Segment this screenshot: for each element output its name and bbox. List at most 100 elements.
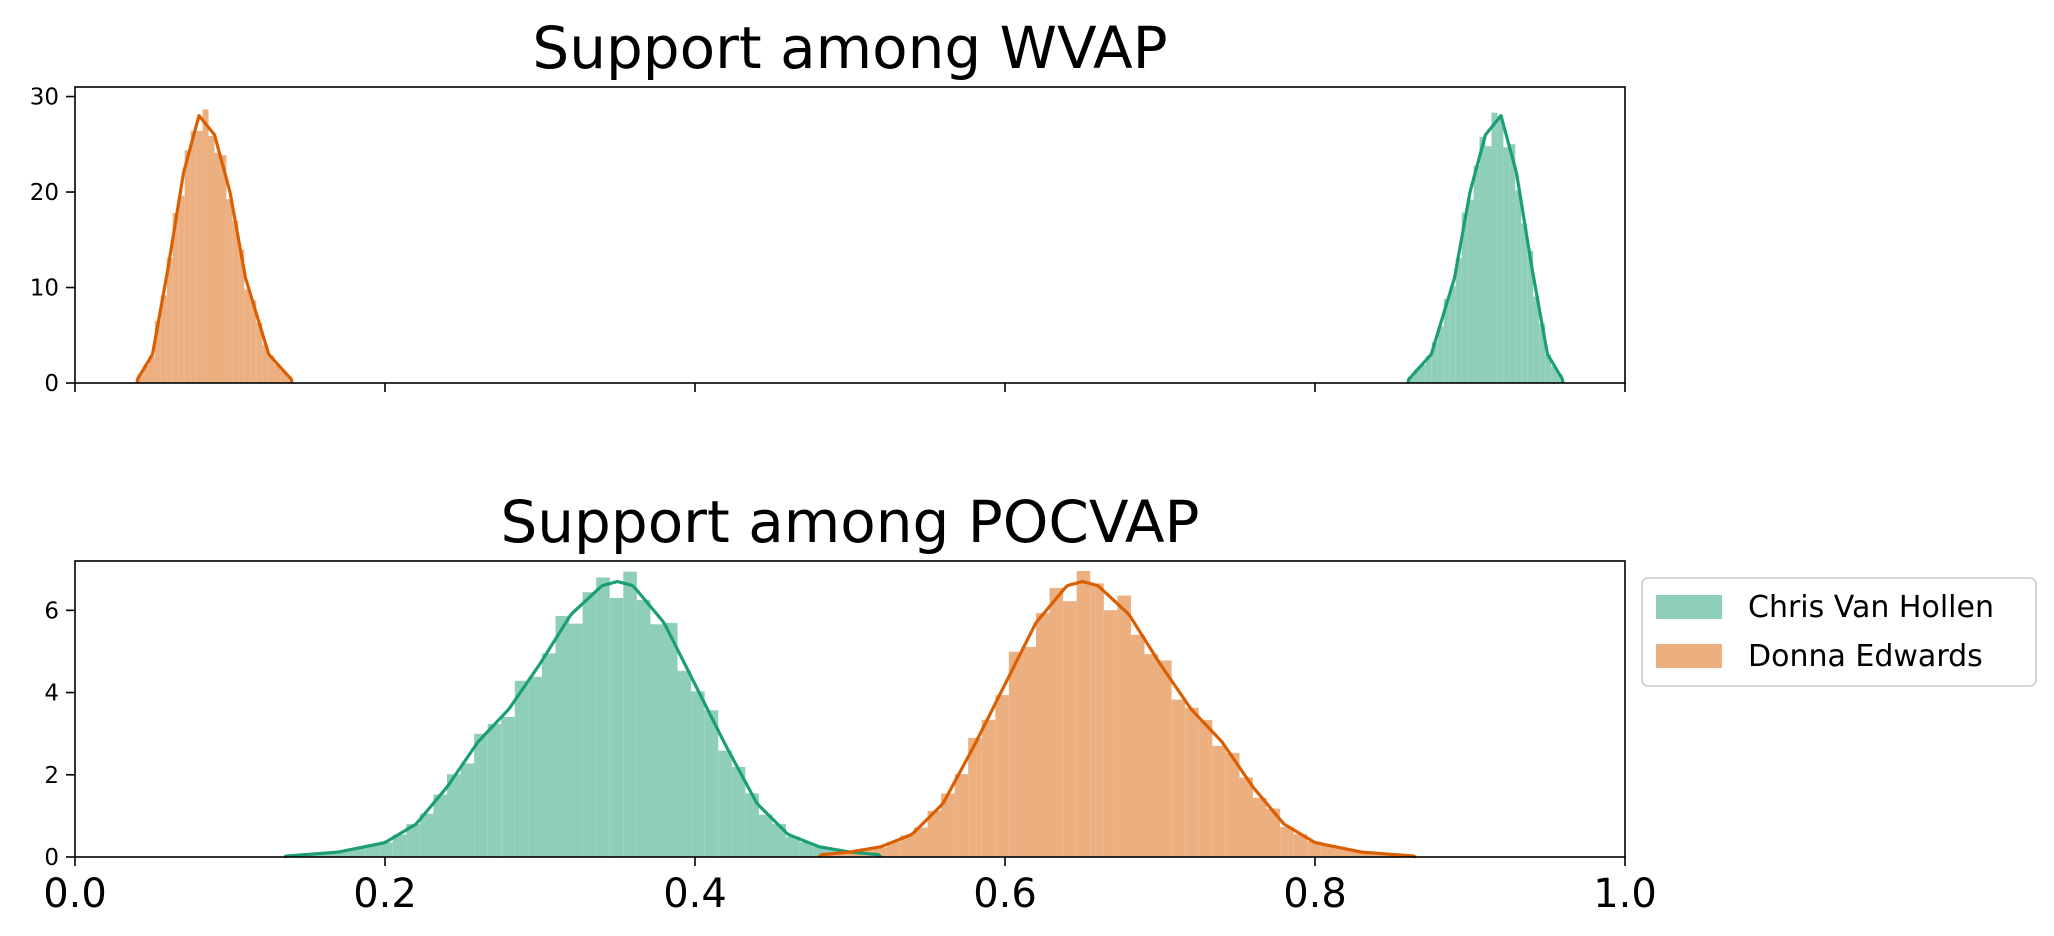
hist-bar-donna-edwards [172,213,179,383]
hist-bar-donna-edwards [190,131,197,383]
hist-bar-donna-edwards [1144,654,1159,857]
y-tick-label: 0 [44,845,59,871]
hist-bar-chris-van-hollen [1485,146,1492,383]
legend-swatch-edwards [1656,644,1722,668]
hist-bar-donna-edwards [1225,752,1240,857]
hist-bar-donna-edwards [232,220,239,383]
y-tick-label: 20 [30,180,59,206]
hist-bar-donna-edwards [981,719,996,857]
hist-bar-donna-edwards [913,827,928,857]
hist-bar-chris-van-hollen [1443,298,1450,383]
hist-bar-chris-van-hollen [1461,212,1468,383]
hist-bar-chris-van-hollen [406,824,420,857]
hist-bar-chris-van-hollen [731,766,746,857]
hist-bar-donna-edwards [220,155,227,383]
y-ticks-pocvap: 0 2 4 6 [44,598,75,871]
hist-bar-chris-van-hollen [1545,354,1552,383]
hist-bar-donna-edwards [1049,587,1064,857]
hist-bar-chris-van-hollen [718,750,732,857]
y-tick-label: 30 [30,85,59,111]
hist-bar-donna-edwards [166,257,173,383]
hist-bar-chris-van-hollen [1539,323,1546,383]
hist-bar-chris-van-hollen [799,842,814,857]
hist-bar-chris-van-hollen [487,723,502,857]
hist-bar-donna-edwards [1307,841,1321,857]
hist-bar-donna-edwards [1171,699,1186,857]
hist-bar-chris-van-hollen [1551,366,1558,383]
hist-bar-chris-van-hollen [1515,190,1522,383]
y-tick-label: 0 [44,371,59,397]
hist-bar-chris-van-hollen [1425,356,1432,383]
kde-line-chris-van-hollen [283,579,883,859]
x-tick-label: 1.0 [1593,871,1657,917]
hist-bar-donna-edwards [202,109,209,384]
hist-bar-donna-edwards [832,853,847,857]
legend-label-edwards: Donna Edwards [1748,639,1983,674]
hist-bar-donna-edwards [244,289,251,383]
hist-bar-donna-edwards [148,356,155,383]
hist-bar-chris-van-hollen [1491,112,1498,384]
y-ticks-wvap: 0 10 20 30 [30,85,75,397]
hist-bar-donna-edwards [280,370,287,383]
hist-bar-chris-van-hollen [1413,369,1420,383]
hist-bar-donna-edwards [1266,808,1281,857]
hist-bar-donna-edwards [927,810,942,857]
hist-bar-donna-edwards [214,152,221,383]
hist-bar-chris-van-hollen [1557,374,1563,383]
hist-bar-donna-edwards [1158,660,1172,857]
hist-bar-donna-edwards [1239,777,1253,857]
hist-bar-donna-edwards [160,295,167,383]
hist-bar-chris-van-hollen [365,844,380,857]
hist-bar-chris-van-hollen [677,670,692,857]
hist-bar-chris-van-hollen [623,571,637,857]
hist-bar-chris-van-hollen [392,834,407,857]
hist-bar-donna-edwards [968,737,982,857]
hist-bar-donna-edwards [286,376,292,383]
hist-bar-donna-edwards [1130,634,1145,857]
hist-bar-donna-edwards [250,300,257,383]
hist-bar-chris-van-hollen [745,793,759,857]
hist-bar-donna-edwards [178,195,185,383]
hist-bar-chris-van-hollen [1473,165,1480,383]
hist-bar-donna-edwards [846,851,860,857]
panel-title-pocvap: Support among POCVAP [500,488,1199,556]
hist-bar-chris-van-hollen [1533,296,1540,383]
y-tick-label: 6 [44,598,59,624]
kde-lines-pocvap [283,579,1417,859]
hist-bar-donna-edwards [995,695,1009,857]
hist-bar-chris-van-hollen [758,814,773,857]
hist-bar-chris-van-hollen [636,600,651,857]
hist-bar-chris-van-hollen [609,597,624,857]
kde-line-donna-edwards [135,114,294,384]
hist-bar-chris-van-hollen [1455,258,1462,383]
hist-bar-chris-van-hollen [419,813,434,857]
hist-bar-chris-van-hollen [311,853,325,857]
hist-bar-chris-van-hollen [1408,376,1414,383]
hist-bar-chris-van-hollen [650,624,664,857]
hist-bar-donna-edwards [226,199,233,383]
hist-bar-donna-edwards [941,793,955,857]
axes-frame-pocvap [74,560,1626,858]
hist-bar-donna-edwards [1280,826,1294,857]
hist-bar-donna-edwards [1212,745,1226,857]
hist-bar-donna-edwards [1185,707,1199,857]
hist-bar-chris-van-hollen [528,676,542,857]
hist-bar-donna-edwards [1320,845,1335,857]
hist-bar-chris-van-hollen [1527,250,1534,383]
hist-bar-donna-edwards [1063,601,1077,857]
hist-bar-donna-edwards [137,374,143,383]
legend: Chris Van Hollen Donna Edwards [1641,577,2037,687]
hist-bar-chris-van-hollen [379,842,393,857]
hist-bar-chris-van-hollen [569,623,583,857]
hist-bar-chris-van-hollen [514,680,529,857]
hist-bar-chris-van-hollen [1449,286,1456,383]
hist-bar-chris-van-hollen [1431,342,1438,383]
hist-bar-donna-edwards [1103,610,1118,857]
hist-bar-donna-edwards [268,355,275,383]
hist-bar-chris-van-hollen [433,794,447,857]
hist-bar-donna-edwards [886,841,901,857]
hist-bar-chris-van-hollen [474,733,488,857]
kde-line-chris-van-hollen [1406,114,1565,384]
